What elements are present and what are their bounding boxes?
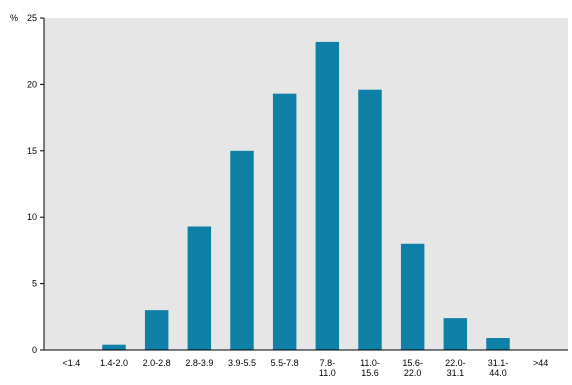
bar xyxy=(272,93,297,351)
x-tick-label: 11.0-15.6 xyxy=(360,358,380,378)
bar xyxy=(315,41,340,351)
x-tick-label: 15.6-22.0 xyxy=(402,358,423,378)
x-tick-label: 3.9-5.5 xyxy=(228,358,256,368)
x-tick-label: 7.8-11.0 xyxy=(319,358,336,378)
bar xyxy=(486,338,510,350)
bar xyxy=(358,89,382,350)
y-tick-label: 10 xyxy=(27,212,37,222)
x-tick-label: 5.5-7.8 xyxy=(271,358,299,368)
bars-group xyxy=(102,41,510,351)
y-tick-label: 0 xyxy=(32,345,37,355)
x-tick-label: <1.4 xyxy=(62,358,80,368)
bar xyxy=(102,344,126,350)
x-tick-label: 2.8-3.9 xyxy=(185,358,213,368)
bar xyxy=(400,243,425,350)
y-tick-label: 5 xyxy=(32,279,37,289)
x-tick-label: 2.0-2.8 xyxy=(143,358,171,368)
y-ticks-group: 0 5 10 15 20 25 xyxy=(27,13,44,355)
y-unit-label: % xyxy=(10,13,18,23)
y-tick-label: 15 xyxy=(27,146,37,156)
x-tick-label: >44 xyxy=(533,358,548,368)
bar xyxy=(144,310,169,350)
bar xyxy=(187,226,212,350)
y-tick-label: 20 xyxy=(27,79,37,89)
x-labels-group: <1.4 1.4-2.0 2.0-2.8 2.8-3.9 3.9-5.5 5.5-7.8 7… xyxy=(62,358,548,378)
x-tick-label: 31.1-44.0 xyxy=(488,358,509,378)
bar xyxy=(443,318,468,350)
x-tick-label: 22.0-31.1 xyxy=(445,358,466,378)
bar xyxy=(230,150,254,350)
y-tick-label: 25 xyxy=(27,13,37,23)
x-tick-label: 1.4-2.0 xyxy=(100,358,128,368)
plot-area xyxy=(44,18,568,350)
